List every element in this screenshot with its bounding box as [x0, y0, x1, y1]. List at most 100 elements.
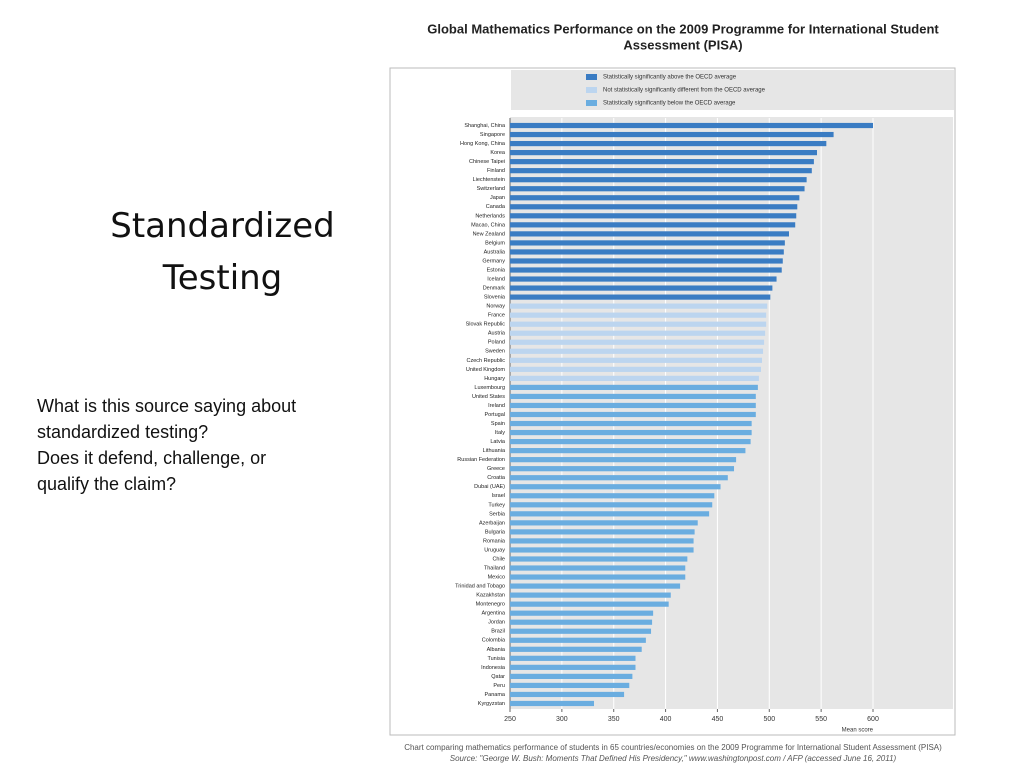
legend-label: Not statistically significantly differen… [603, 88, 766, 94]
bar [510, 177, 807, 183]
y-tick-label: Shanghai, China [464, 123, 506, 129]
y-tick-label: Tunisia [487, 656, 505, 662]
bar [510, 601, 669, 607]
slide-title: Standardized Testing [110, 206, 335, 298]
bar [510, 619, 653, 625]
bar [510, 429, 752, 436]
y-tick-label: Peru [493, 683, 505, 689]
y-tick-label: Chile [492, 556, 505, 562]
bar [510, 330, 766, 336]
y-tick-label: Sweden [485, 349, 505, 355]
y-tick-label: Albania [487, 647, 506, 653]
legend-label: Statistically significantly above the OE… [603, 75, 737, 81]
y-tick-label: Estonia [487, 267, 506, 273]
y-tick-label: Romania [483, 538, 506, 544]
y-tick-label: Trinidad and Tobago [455, 584, 505, 590]
y-tick-label: Mexico [488, 575, 505, 581]
y-tick-label: Portugal [485, 412, 506, 418]
bar [510, 150, 817, 156]
bar [510, 240, 785, 246]
bar [510, 529, 695, 535]
y-tick-label: Azerbaijan [479, 520, 505, 526]
bar [510, 348, 764, 354]
y-tick-label: Slovenia [484, 295, 506, 301]
bar [510, 140, 827, 147]
bar [510, 556, 688, 562]
bar [510, 664, 636, 670]
y-tick-label: Switzerland [477, 186, 505, 192]
bar [510, 691, 625, 698]
bar [510, 285, 773, 291]
y-tick-label: Czech Republic [466, 358, 505, 364]
y-tick-label: Russian Federation [457, 457, 505, 463]
bar [510, 357, 763, 363]
y-tick-label: Liechtenstein [473, 177, 505, 183]
bar [510, 448, 746, 454]
bar [510, 682, 630, 689]
x-axis-label: Mean score [842, 728, 874, 734]
bar [510, 700, 595, 707]
y-tick-label: Kazakhstan [476, 593, 505, 599]
y-tick-label: Lithuania [483, 448, 506, 454]
y-tick-label: Iceland [487, 276, 505, 282]
y-tick-label: Turkey [488, 502, 505, 508]
bar [510, 294, 771, 300]
bar [510, 186, 805, 192]
bar [510, 475, 728, 481]
y-tick-label: Finland [487, 168, 505, 174]
y-tick-label: Panama [485, 692, 506, 698]
bar [510, 222, 796, 228]
y-tick-label: Qatar [491, 674, 505, 680]
y-tick-label: Australia [484, 249, 506, 255]
y-tick-label: Kyrgyzstan [478, 701, 505, 707]
bar [510, 258, 783, 264]
bar [510, 366, 761, 372]
caption: Chart comparing mathematics performance … [404, 743, 942, 752]
bar [510, 466, 735, 472]
bar [510, 628, 652, 634]
x-tick-label: 350 [608, 716, 620, 723]
y-tick-label: Croatia [487, 475, 506, 481]
bar [510, 213, 797, 219]
bar [510, 637, 646, 643]
y-tick-label: Italy [495, 430, 505, 436]
bar [510, 159, 814, 165]
y-tick-label: Germany [482, 258, 505, 264]
bar [510, 420, 752, 427]
bar [510, 673, 633, 679]
bar [510, 502, 713, 508]
bar [510, 393, 756, 400]
y-tick-label: Korea [490, 150, 506, 156]
x-tick-label: 450 [712, 716, 724, 723]
y-tick-label: Ireland [488, 403, 505, 409]
bar [510, 565, 686, 571]
bar [510, 511, 710, 517]
y-tick-label: Brazil [491, 629, 505, 635]
y-tick-label: Austria [488, 331, 506, 337]
caption: Source: "George W. Bush: Moments That De… [450, 754, 897, 763]
y-tick-label: Hungary [484, 376, 505, 382]
bar [510, 538, 694, 544]
bar [510, 384, 758, 391]
y-tick-label: New Zealand [473, 231, 505, 237]
y-tick-label: Thailand [484, 565, 505, 571]
body-text: What is this source saying about standar… [37, 396, 297, 442]
y-tick-label: Hong Kong, China [460, 141, 506, 147]
bar [510, 122, 873, 129]
chart-title: Global Mathematics Performance on the 20… [427, 21, 939, 36]
y-tick-label: Montenegro [476, 602, 505, 608]
y-tick-label: Luxembourg [474, 385, 505, 391]
y-tick-label: Poland [488, 340, 505, 346]
bar [510, 375, 759, 381]
bar [510, 583, 681, 589]
x-tick-label: 500 [763, 716, 775, 723]
y-tick-label: Netherlands [475, 213, 505, 219]
bar [510, 204, 798, 210]
x-tick-label: 600 [867, 716, 879, 723]
x-tick-label: 400 [660, 716, 672, 723]
slide-body: What is this source saying about standar… [37, 393, 317, 497]
bar [510, 249, 784, 255]
bar [510, 610, 654, 616]
y-tick-label: Argentina [481, 611, 505, 617]
